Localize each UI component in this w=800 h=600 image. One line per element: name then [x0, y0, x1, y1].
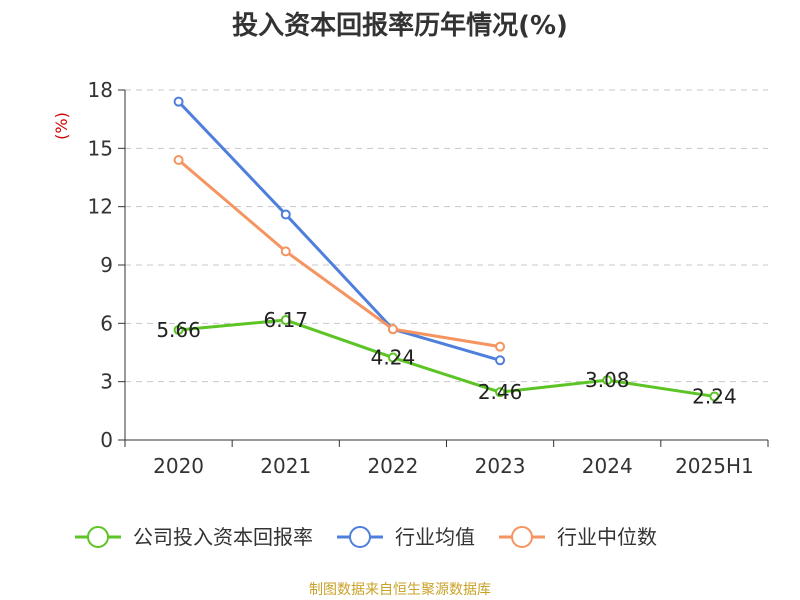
source-note: 制图数据来自恒生聚源数据库: [309, 582, 491, 598]
data-point: [280, 315, 291, 326]
series-line: [177, 100, 502, 362]
data-labels: 5.66 6.17 4.24 2.46 3.08 2.24: [156, 308, 736, 408]
data-label: 5.66: [156, 318, 201, 342]
data-point: [387, 324, 398, 335]
data-point: [280, 246, 291, 257]
data-label: 2.24: [692, 384, 737, 408]
data-label: 2.46: [478, 380, 523, 404]
axes: 0 3 6 9 12 15 18 2020 2021 2022 2023 2024 2025H1: [88, 78, 769, 478]
x-tick-label: 2023: [475, 454, 526, 478]
data-point: [387, 352, 398, 363]
y-tick-label: 18: [88, 78, 113, 102]
legend-marker: [511, 526, 533, 548]
series-layer: [173, 96, 720, 402]
y-tick-label: 9: [100, 253, 113, 277]
x-tick-label: 2020: [153, 454, 204, 478]
data-label: 3.08: [585, 368, 630, 392]
data-point: [173, 155, 184, 165]
series-line: [177, 158, 502, 349]
y-tick-label: 3: [100, 370, 113, 394]
legend: 公司投入资本回报率 行业均值 行业中位数: [75, 525, 657, 549]
data-point: [280, 209, 291, 220]
x-tick-label: 2022: [367, 454, 418, 478]
data-point: [602, 375, 613, 386]
data-label: 4.24: [371, 346, 416, 370]
data-point: [173, 324, 184, 335]
x-tick-label: 2021: [260, 454, 311, 478]
x-tick-label: 2024: [582, 454, 633, 478]
data-point: [709, 391, 720, 402]
y-tick-label: 0: [100, 428, 113, 452]
data-point: [495, 387, 506, 398]
legend-marker: [87, 526, 109, 548]
legend-label: 行业中位数: [557, 525, 657, 549]
data-point: [495, 341, 506, 352]
legend-label: 行业均值: [395, 525, 475, 549]
chart-title: 投入资本回报率历年情况(%): [232, 10, 568, 41]
data-point: [495, 355, 506, 366]
data-label: 6.17: [263, 308, 308, 332]
y-tick-label: 12: [88, 195, 113, 219]
legend-label: 公司投入资本回报率: [133, 525, 313, 549]
x-tick-label: 2025H1: [675, 454, 754, 478]
y-axis-unit-label: (%): [52, 112, 71, 140]
y-tick-label: 15: [88, 136, 113, 160]
data-point: [173, 96, 184, 107]
y-tick-label: 6: [100, 311, 113, 335]
legend-marker: [349, 526, 371, 548]
series-line: [177, 318, 716, 398]
grid-lines: [125, 89, 768, 383]
